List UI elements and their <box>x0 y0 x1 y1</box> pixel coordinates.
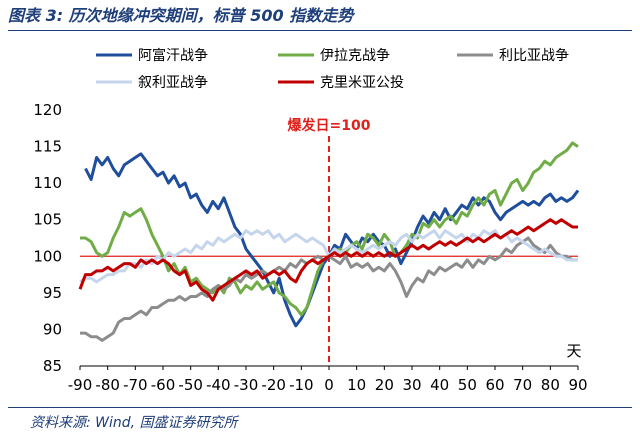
legend-label: 叙利亚战争 <box>138 74 208 91</box>
y-tick-label: 85 <box>43 357 62 375</box>
series-line <box>78 218 578 302</box>
title-divider <box>8 30 632 31</box>
x-tick-label: 20 <box>375 376 394 394</box>
x-tick-label: 40 <box>430 376 449 394</box>
series-lines <box>78 141 580 342</box>
legend-label: 伊拉克战争 <box>320 48 390 64</box>
x-tick-label: -90 <box>68 376 93 394</box>
y-tick-label: 115 <box>33 138 62 156</box>
x-tick-label: -60 <box>151 376 176 394</box>
legend-label: 阿富汗战争 <box>138 47 208 64</box>
y-tick-label: 105 <box>33 211 62 229</box>
chart-title: 图表 3: 历次地缘冲突期间，标普 500 指数走势 <box>8 6 354 25</box>
x-tick-label: 80 <box>541 376 560 394</box>
x-tick-label: 90 <box>568 376 587 394</box>
x-tick-label: -20 <box>261 376 286 394</box>
y-tick-label: 90 <box>43 320 62 338</box>
x-tick-label: -70 <box>123 376 148 394</box>
x-axis: -90 -80 -70 -60 -50 -40 -30 -20 -10 0 10 20 30 40 50 60… <box>68 342 588 394</box>
x-tick-label: -30 <box>234 376 259 394</box>
y-axis: 85 90 95 100 105 110 115 120 <box>33 101 62 375</box>
x-unit-label: 天 <box>566 342 581 360</box>
x-tick-label: -40 <box>206 376 231 394</box>
x-tick-label: 0 <box>324 376 334 394</box>
footer-divider <box>8 407 632 408</box>
y-tick-label: 120 <box>33 101 62 119</box>
legend-label: 克里米亚公投 <box>320 75 404 91</box>
x-tick-label: -10 <box>289 376 314 394</box>
x-tick-label: -50 <box>178 376 203 394</box>
series-line <box>84 152 580 328</box>
x-tick-label: 50 <box>458 376 477 394</box>
x-tick-label: 30 <box>402 376 421 394</box>
y-tick-label: 110 <box>33 174 62 192</box>
x-tick-label: -80 <box>95 376 120 394</box>
y-tick-label: 95 <box>43 284 62 302</box>
event-day-label: 爆发日=100 <box>288 117 371 134</box>
x-tick-label: 70 <box>513 376 532 394</box>
y-tick-label: 100 <box>33 247 62 265</box>
x-tick-label: 10 <box>347 376 366 394</box>
x-tick-label: 60 <box>485 376 504 394</box>
source-note: 资料来源: Wind, 国盛证券研究所 <box>30 415 238 431</box>
legend-label: 利比亚战争 <box>499 48 569 64</box>
